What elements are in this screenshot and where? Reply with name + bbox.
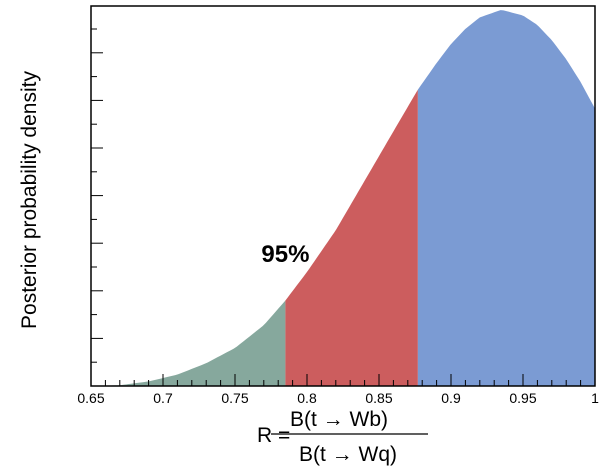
x-axis-title-numerator: B(t → Wb) bbox=[290, 408, 388, 431]
x-tick-label: 0.95 bbox=[509, 390, 536, 406]
x-axis-title-prefix: R = bbox=[257, 424, 290, 447]
x-tick-label: 0.65 bbox=[77, 390, 104, 406]
x-tick-label: 0.7 bbox=[153, 390, 173, 406]
credible-regions bbox=[91, 10, 595, 386]
x-tick-label: 1 bbox=[591, 390, 599, 406]
region-3 bbox=[417, 10, 595, 386]
x-tick-label: 0.8 bbox=[297, 390, 317, 406]
annotations: 95%68% bbox=[261, 241, 309, 268]
x-axis-title: R = B(t → Wb) B(t → Wq) bbox=[257, 408, 428, 466]
x-tick-label: 0.9 bbox=[441, 390, 461, 406]
x-tick-labels: 0.65 0.7 0.75 0.8 0.85 0.9 0.95 1 bbox=[77, 390, 599, 406]
y-axis-title: Posterior probability density bbox=[18, 71, 41, 329]
region-1 bbox=[91, 300, 286, 386]
x-axis-title-denominator: B(t → Wq) bbox=[299, 443, 397, 466]
plot-frame bbox=[90, 5, 596, 387]
annotation-label: 95% bbox=[261, 241, 309, 268]
region-2 bbox=[285, 89, 418, 386]
axis-ticks bbox=[90, 28, 596, 387]
x-tick-label: 0.75 bbox=[221, 390, 248, 406]
x-tick-label: 0.85 bbox=[365, 390, 392, 406]
